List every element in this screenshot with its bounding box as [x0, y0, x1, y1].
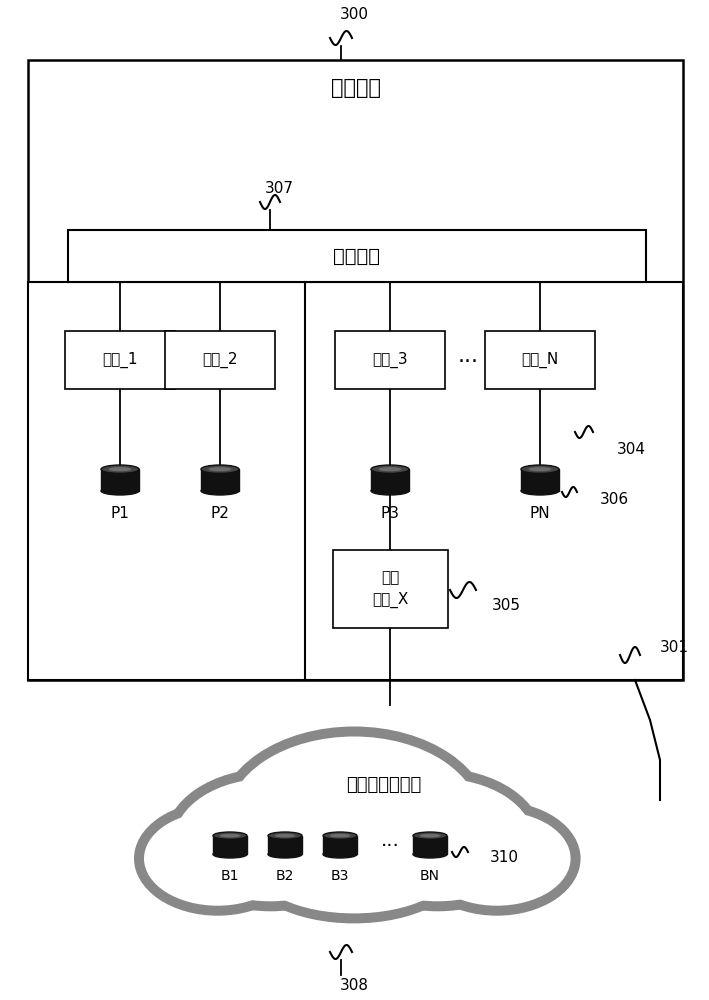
FancyBboxPatch shape: [371, 469, 409, 491]
FancyBboxPatch shape: [201, 469, 239, 491]
FancyBboxPatch shape: [413, 836, 447, 854]
FancyBboxPatch shape: [485, 331, 595, 389]
Ellipse shape: [254, 819, 454, 913]
Ellipse shape: [413, 801, 581, 916]
Text: 305: 305: [492, 598, 521, 613]
Ellipse shape: [228, 736, 481, 904]
Ellipse shape: [301, 751, 486, 878]
Text: 云或存储服务化: 云或存储服务化: [347, 776, 422, 794]
Text: 节点_1: 节点_1: [102, 352, 138, 368]
Ellipse shape: [330, 834, 350, 837]
Ellipse shape: [379, 467, 401, 471]
Text: BN: BN: [420, 869, 440, 883]
Ellipse shape: [201, 465, 239, 473]
Ellipse shape: [521, 487, 559, 495]
Text: P1: P1: [111, 506, 130, 521]
Text: 节点_2: 节点_2: [202, 352, 238, 368]
Ellipse shape: [371, 465, 409, 473]
Ellipse shape: [423, 811, 571, 906]
Ellipse shape: [225, 758, 403, 870]
FancyBboxPatch shape: [213, 836, 247, 854]
FancyBboxPatch shape: [68, 230, 646, 282]
Text: 节点_N: 节点_N: [521, 352, 559, 368]
FancyBboxPatch shape: [28, 282, 683, 680]
Ellipse shape: [144, 811, 291, 906]
FancyBboxPatch shape: [101, 469, 139, 491]
Text: P2: P2: [211, 506, 230, 521]
Ellipse shape: [521, 465, 559, 473]
Ellipse shape: [213, 832, 247, 839]
FancyBboxPatch shape: [323, 836, 357, 854]
Text: PN: PN: [530, 506, 550, 521]
Ellipse shape: [323, 832, 357, 839]
Ellipse shape: [275, 834, 295, 837]
Text: 308: 308: [340, 978, 369, 993]
Text: 304: 304: [617, 442, 646, 458]
Ellipse shape: [332, 768, 543, 911]
Ellipse shape: [164, 768, 376, 911]
FancyBboxPatch shape: [521, 469, 559, 491]
Text: 306: 306: [600, 492, 629, 508]
FancyBboxPatch shape: [28, 60, 683, 680]
Text: 存储系统: 存储系统: [330, 78, 381, 98]
Ellipse shape: [101, 465, 139, 473]
Ellipse shape: [134, 801, 301, 916]
Ellipse shape: [268, 851, 302, 858]
Ellipse shape: [213, 851, 247, 858]
Ellipse shape: [108, 467, 131, 471]
FancyBboxPatch shape: [65, 331, 175, 389]
Text: 310: 310: [490, 850, 519, 865]
FancyBboxPatch shape: [165, 331, 275, 389]
Text: 节点_3: 节点_3: [372, 352, 408, 368]
Ellipse shape: [420, 834, 440, 837]
Ellipse shape: [216, 748, 413, 880]
Ellipse shape: [413, 832, 447, 839]
Text: P3: P3: [381, 506, 399, 521]
Ellipse shape: [342, 778, 533, 901]
Text: 307: 307: [265, 181, 294, 196]
Ellipse shape: [529, 467, 552, 471]
Text: B2: B2: [276, 869, 294, 883]
Ellipse shape: [413, 851, 447, 858]
Ellipse shape: [175, 778, 366, 901]
Ellipse shape: [218, 726, 491, 914]
Ellipse shape: [268, 832, 302, 839]
Text: ···: ···: [457, 352, 479, 372]
FancyBboxPatch shape: [268, 836, 302, 854]
Text: ···: ···: [381, 838, 399, 856]
Ellipse shape: [201, 487, 239, 495]
Ellipse shape: [208, 467, 231, 471]
Ellipse shape: [323, 851, 357, 858]
FancyBboxPatch shape: [333, 550, 448, 628]
Text: 301: 301: [660, 641, 689, 656]
FancyBboxPatch shape: [335, 331, 445, 389]
Ellipse shape: [101, 487, 139, 495]
Ellipse shape: [220, 834, 240, 837]
Ellipse shape: [244, 809, 464, 923]
Text: B3: B3: [331, 869, 350, 883]
Text: 备用
节点_X: 备用 节点_X: [372, 570, 408, 608]
Text: B1: B1: [220, 869, 239, 883]
Ellipse shape: [371, 487, 409, 495]
Text: 300: 300: [340, 7, 369, 22]
Text: 网络接口: 网络接口: [333, 246, 381, 265]
Ellipse shape: [311, 761, 476, 868]
